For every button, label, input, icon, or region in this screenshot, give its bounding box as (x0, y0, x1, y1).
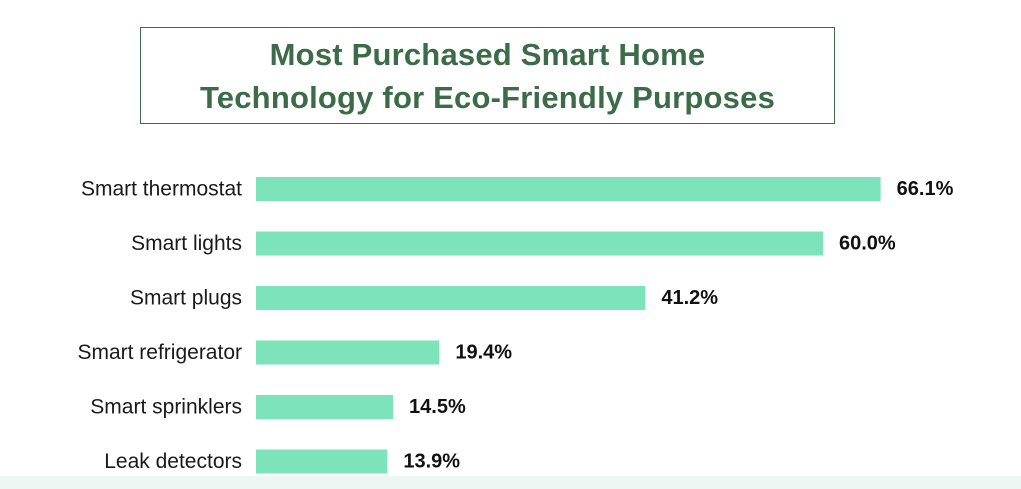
category-label: Smart thermostat (81, 178, 242, 201)
value-label: 66.1% (897, 178, 954, 200)
chart-title-line-1: Most Purchased Smart Home (269, 36, 706, 72)
bar (256, 395, 394, 419)
category-label: Smart lights (131, 232, 242, 255)
value-label: 19.4% (455, 342, 512, 364)
bar (256, 231, 823, 256)
value-label: 13.9% (403, 451, 460, 473)
category-label: Smart refrigerator (77, 341, 242, 364)
category-label: Leak detectors (104, 450, 242, 473)
value-label: 60.0% (839, 233, 896, 255)
bar (256, 177, 881, 201)
bar (256, 286, 646, 310)
bottom-edge (0, 476, 1021, 489)
category-label: Smart sprinklers (90, 396, 242, 419)
bar (256, 449, 388, 474)
bar (256, 340, 440, 365)
value-label: 14.5% (409, 396, 466, 418)
chart-title-line-2: Technology for Eco-Friendly Purposes (199, 79, 776, 115)
category-label: Smart plugs (130, 287, 242, 310)
value-label: 41.2% (661, 287, 718, 309)
chart-title-box: Most Purchased Smart Home Technology for… (140, 27, 835, 124)
